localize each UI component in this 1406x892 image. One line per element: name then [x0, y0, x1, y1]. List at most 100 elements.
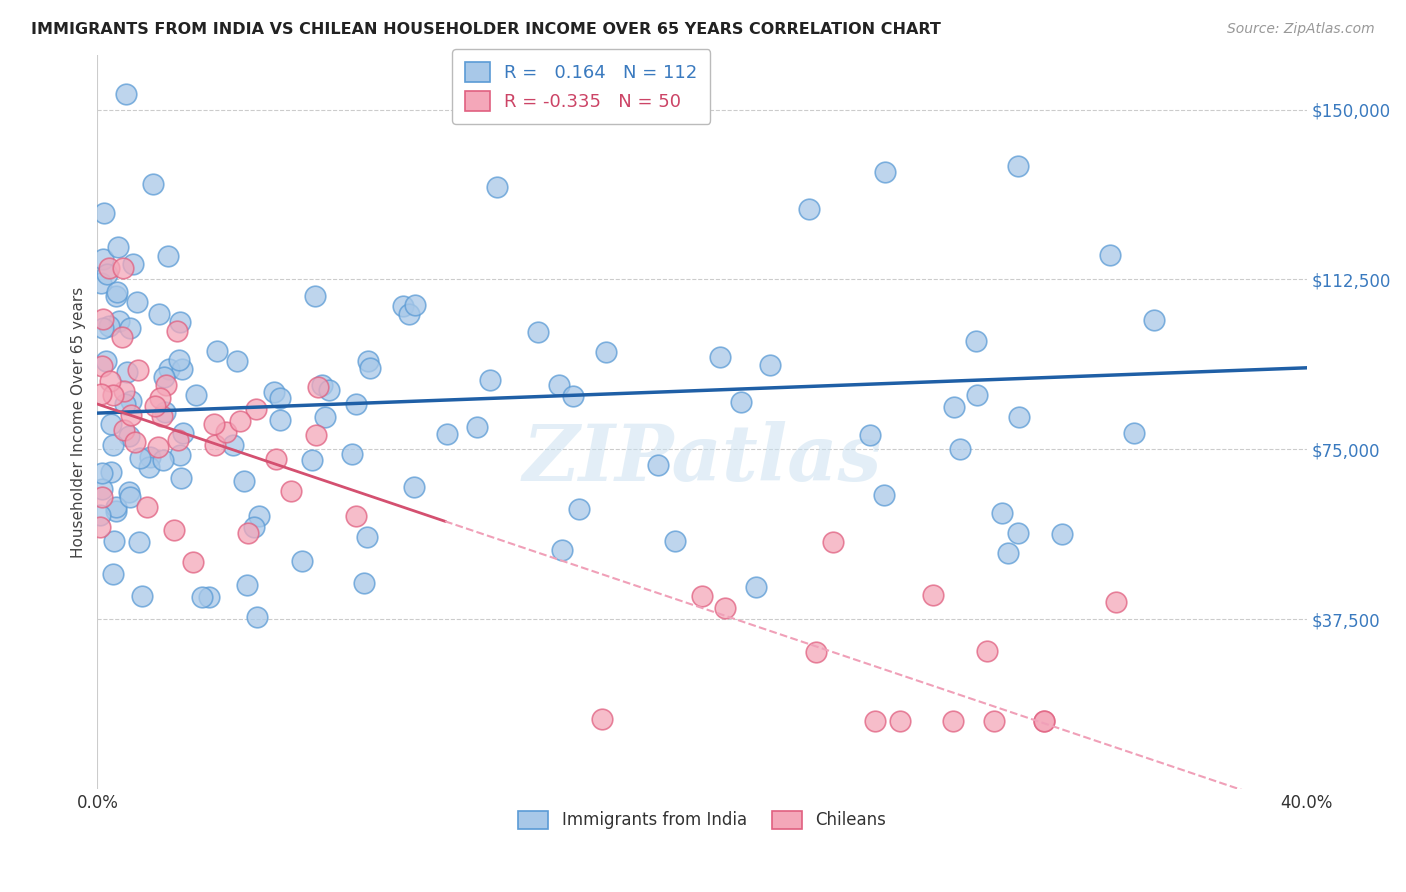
Point: [103, 388, 125, 402]
Point: [359, 360, 381, 375]
Point: [104, 289, 127, 303]
Point: [163, 523, 186, 537]
Point: [98, 261, 121, 276]
Point: [103, 534, 125, 549]
Point: [859, 428, 882, 442]
Point: [229, 413, 252, 427]
Point: [479, 373, 502, 387]
Point: [167, 352, 190, 367]
Point: [547, 378, 569, 392]
Point: [942, 401, 965, 415]
Point: [89, 519, 111, 533]
Point: [169, 315, 191, 329]
Point: [149, 391, 172, 405]
Point: [120, 394, 142, 409]
Point: [90, 483, 112, 497]
Point: [263, 385, 285, 400]
Point: [344, 508, 367, 523]
Point: [889, 714, 911, 729]
Point: [745, 580, 768, 594]
Point: [124, 435, 146, 450]
Text: ZIPatlas: ZIPatlas: [523, 421, 882, 497]
Point: [291, 554, 314, 568]
Point: [120, 490, 142, 504]
Point: [863, 714, 886, 729]
Point: [104, 503, 127, 517]
Point: [356, 530, 378, 544]
Point: [264, 452, 287, 467]
Point: [591, 712, 613, 726]
Point: [436, 427, 458, 442]
Point: [1007, 159, 1029, 173]
Point: [404, 480, 426, 494]
Point: [965, 334, 987, 348]
Point: [797, 202, 820, 216]
Point: [112, 423, 135, 437]
Point: [318, 383, 340, 397]
Point: [170, 470, 193, 484]
Point: [157, 361, 180, 376]
Point: [120, 321, 142, 335]
Point: [131, 589, 153, 603]
Point: [246, 610, 269, 624]
Point: [225, 354, 247, 368]
Point: [198, 590, 221, 604]
Point: [89, 508, 111, 523]
Point: [172, 425, 194, 440]
Point: [112, 261, 135, 276]
Point: [353, 575, 375, 590]
Point: [1122, 426, 1144, 441]
Point: [90, 466, 112, 480]
Point: [1105, 594, 1128, 608]
Legend: Immigrants from India, Chileans: Immigrants from India, Chileans: [512, 804, 893, 836]
Point: [202, 417, 225, 432]
Point: [93, 252, 115, 266]
Point: [117, 366, 139, 380]
Point: [122, 257, 145, 271]
Point: [148, 307, 170, 321]
Point: [120, 408, 142, 422]
Point: [562, 389, 585, 403]
Point: [976, 643, 998, 657]
Point: [233, 474, 256, 488]
Point: [105, 285, 128, 299]
Point: [127, 362, 149, 376]
Point: [1032, 714, 1054, 729]
Point: [157, 250, 180, 264]
Point: [759, 359, 782, 373]
Point: [100, 465, 122, 479]
Point: [115, 87, 138, 102]
Point: [922, 588, 945, 602]
Point: [307, 380, 329, 394]
Text: Source: ZipAtlas.com: Source: ZipAtlas.com: [1227, 22, 1375, 37]
Point: [94, 353, 117, 368]
Point: [104, 500, 127, 514]
Point: [89, 277, 111, 291]
Point: [340, 448, 363, 462]
Point: [184, 388, 207, 402]
Point: [91, 490, 114, 504]
Point: [91, 321, 114, 335]
Point: [526, 325, 548, 339]
Point: [1050, 526, 1073, 541]
Point: [111, 330, 134, 344]
Point: [647, 458, 669, 472]
Point: [305, 427, 328, 442]
Point: [465, 420, 488, 434]
Point: [398, 308, 420, 322]
Point: [872, 487, 894, 501]
Point: [101, 438, 124, 452]
Point: [269, 391, 291, 405]
Point: [127, 294, 149, 309]
Point: [314, 410, 336, 425]
Point: [709, 350, 731, 364]
Point: [138, 459, 160, 474]
Point: [96, 267, 118, 281]
Point: [100, 417, 122, 431]
Point: [392, 299, 415, 313]
Text: IMMIGRANTS FROM INDIA VS CHILEAN HOUSEHOLDER INCOME OVER 65 YEARS CORRELATION CH: IMMIGRANTS FROM INDIA VS CHILEAN HOUSEHO…: [31, 22, 941, 37]
Point: [167, 433, 190, 447]
Point: [128, 535, 150, 549]
Point: [238, 526, 260, 541]
Point: [1098, 248, 1121, 262]
